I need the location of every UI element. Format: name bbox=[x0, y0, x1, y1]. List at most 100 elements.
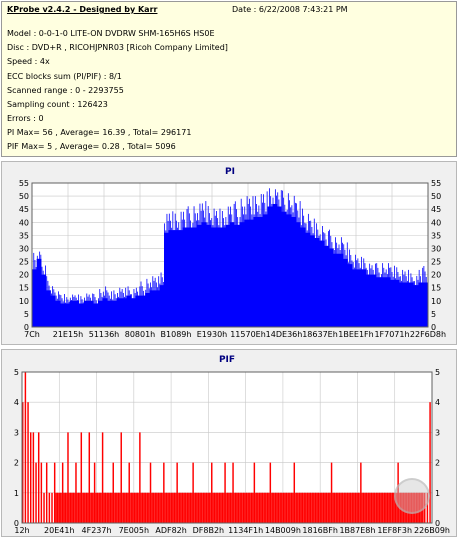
x-tick-label: 14DE36h bbox=[266, 330, 303, 339]
y-tick-label-right: 2 bbox=[435, 459, 440, 468]
y-tick-label-left: 40 bbox=[19, 218, 29, 227]
pi-chart-panel: PI 0 0 5 5 10 10 15 15 20 20 25 25 30 30 35 35 40 40 45 45 50… bbox=[1, 161, 457, 345]
x-tick-label: 4F237h bbox=[82, 526, 112, 535]
y-tick-label-left: 10 bbox=[19, 297, 29, 306]
x-tick-label: 12h bbox=[14, 526, 29, 535]
pif-bar bbox=[75, 462, 77, 523]
pif-bar bbox=[27, 402, 29, 523]
scan-date: Date : 6/22/2008 7:43:21 PM bbox=[232, 5, 348, 14]
pif-bar bbox=[293, 462, 296, 523]
pif-bar bbox=[93, 462, 96, 523]
pif-bar bbox=[112, 462, 114, 523]
y-tick-label-right: 0 bbox=[435, 519, 440, 528]
x-tick-label: B1089h bbox=[161, 330, 192, 339]
y-tick-label-right: 55 bbox=[431, 179, 441, 188]
y-tick-label-right: 5 bbox=[435, 368, 440, 377]
y-tick-label-left: 5 bbox=[24, 310, 29, 319]
chart-title: PIF bbox=[219, 355, 235, 365]
x-tick-label: 51136h bbox=[89, 330, 120, 339]
y-tick-label-right: 45 bbox=[431, 205, 441, 214]
pif-bar bbox=[128, 462, 130, 523]
pif-bar bbox=[51, 492, 53, 523]
pif-bar bbox=[35, 462, 37, 523]
y-tick-label-right: 3 bbox=[435, 428, 440, 437]
x-tick-label: 80801h bbox=[125, 330, 156, 339]
y-tick-label-left: 35 bbox=[19, 231, 29, 240]
pif-bar bbox=[37, 432, 40, 523]
disc-line: Disc : DVD+R , RICOHJPNR03 [Ricoh Compan… bbox=[7, 43, 228, 52]
pif-bar bbox=[360, 462, 362, 523]
x-tick-label: 1B87E8h bbox=[339, 526, 375, 535]
pif-bar bbox=[40, 462, 43, 523]
info-panel: KProbe v2.4.2 - Designed by Karr Date : … bbox=[1, 1, 457, 157]
speed-line: Speed : 4x bbox=[7, 57, 50, 66]
y-tick-label-right: 4 bbox=[435, 398, 440, 407]
pif-stats-line: PIF Max= 5 , Average= 0.28 , Total= 5096 bbox=[7, 142, 176, 151]
y-tick-label-left: 4 bbox=[14, 398, 19, 407]
y-tick-label-right: 50 bbox=[431, 192, 441, 201]
pif-bar bbox=[43, 492, 45, 523]
pif-bar bbox=[29, 432, 32, 523]
pif-base-band bbox=[54, 492, 424, 523]
y-tick-label-right: 15 bbox=[431, 284, 441, 293]
y-tick-label-left: 0 bbox=[14, 519, 19, 528]
x-tick-label: 1EF8F3h bbox=[377, 526, 412, 535]
y-tick-label-left: 55 bbox=[19, 179, 29, 188]
x-tick-label: 14B009h bbox=[265, 526, 301, 535]
pif-bar bbox=[22, 402, 24, 523]
x-tick-label: 18637Eh bbox=[302, 330, 338, 339]
x-tick-label: 20E41h bbox=[44, 526, 74, 535]
pif-bar bbox=[149, 462, 152, 523]
watermark-seal bbox=[394, 478, 430, 514]
pif-chart: PIF 0 0 1 1 2 2 3 3 4 4 5 5 12h 20E41h 4F237h 7E005h ADF8… bbox=[14, 355, 450, 535]
y-tick-label-right: 25 bbox=[431, 258, 441, 267]
x-tick-label: 1F7071h bbox=[374, 330, 409, 339]
pif-bar bbox=[120, 432, 122, 523]
pif-bar bbox=[53, 462, 56, 523]
x-tick-label: E1930h bbox=[197, 330, 227, 339]
x-tick-label: ADF82h bbox=[155, 526, 186, 535]
pif-bar bbox=[139, 432, 141, 523]
x-tick-label: 1BEE1Fh bbox=[338, 330, 373, 339]
plot-border bbox=[21, 371, 433, 524]
y-tick-label-left: 15 bbox=[19, 284, 29, 293]
y-tick-label-right: 0 bbox=[431, 323, 436, 332]
y-tick-label-left: 3 bbox=[14, 428, 19, 437]
y-tick-label-left: 45 bbox=[19, 205, 29, 214]
x-tick-label: 7E005h bbox=[119, 526, 149, 535]
pif-bar bbox=[61, 462, 64, 523]
errors-line: Errors : 0 bbox=[7, 114, 44, 123]
pif-bar bbox=[192, 462, 194, 523]
range-line: Scanned range : 0 - 2293755 bbox=[7, 86, 124, 95]
pif-bar bbox=[67, 432, 69, 523]
x-tick-label: 21E15h bbox=[53, 330, 83, 339]
x-tick-label: 1816BFh bbox=[302, 526, 338, 535]
x-tick-label: 11570Eh bbox=[230, 330, 266, 339]
y-tick-label-left: 20 bbox=[19, 271, 29, 280]
pif-bar bbox=[24, 372, 27, 523]
y-tick-label-right: 20 bbox=[431, 271, 441, 280]
pi-stats-line: PI Max= 56 , Average= 16.39 , Total= 296… bbox=[7, 128, 192, 137]
pif-bar bbox=[80, 432, 83, 523]
y-tick-label-left: 25 bbox=[19, 258, 29, 267]
y-tick-label-right: 30 bbox=[431, 244, 441, 253]
y-tick-label-right: 35 bbox=[431, 231, 441, 240]
y-tick-label-left: 30 bbox=[19, 244, 29, 253]
pif-bar bbox=[176, 462, 178, 523]
x-tick-label: 1134F1h bbox=[228, 526, 263, 535]
y-tick-label-left: 50 bbox=[19, 192, 29, 201]
pif-bar bbox=[48, 492, 51, 523]
sampling-line: Sampling count : 126423 bbox=[7, 100, 108, 109]
pif-bar bbox=[45, 462, 48, 523]
pif-bar bbox=[426, 492, 429, 523]
y-tick-label-right: 5 bbox=[431, 310, 436, 319]
pif-chart-panel: PIF 0 0 1 1 2 2 3 3 4 4 5 5 12h 20E41h 4F237h 7E005h ADF8… bbox=[1, 349, 457, 537]
x-tick-label: 7Ch bbox=[24, 330, 40, 339]
pif-bar bbox=[88, 432, 91, 523]
y-tick-label-right: 1 bbox=[435, 489, 440, 498]
y-tick-label-left: 2 bbox=[14, 459, 19, 468]
y-tick-label-left: 0 bbox=[24, 323, 29, 332]
x-tick-label: 226B09h bbox=[414, 526, 450, 535]
y-tick-label-right: 10 bbox=[431, 297, 441, 306]
